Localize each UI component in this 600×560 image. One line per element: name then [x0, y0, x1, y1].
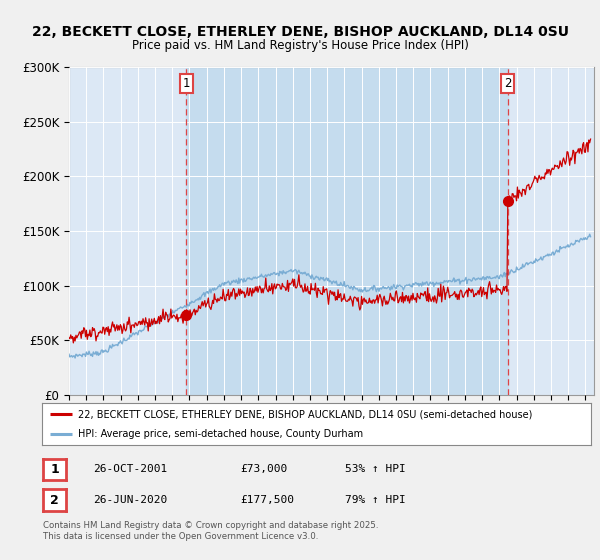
Text: 2: 2 [50, 493, 59, 507]
Text: Contains HM Land Registry data © Crown copyright and database right 2025.
This d: Contains HM Land Registry data © Crown c… [43, 521, 379, 540]
Text: 53% ↑ HPI: 53% ↑ HPI [345, 464, 406, 474]
Text: 22, BECKETT CLOSE, ETHERLEY DENE, BISHOP AUCKLAND, DL14 0SU: 22, BECKETT CLOSE, ETHERLEY DENE, BISHOP… [32, 26, 569, 39]
Text: £73,000: £73,000 [240, 464, 287, 474]
Text: £177,500: £177,500 [240, 494, 294, 505]
Text: 2: 2 [504, 77, 512, 90]
Text: HPI: Average price, semi-detached house, County Durham: HPI: Average price, semi-detached house,… [77, 429, 363, 438]
Text: Price paid vs. HM Land Registry's House Price Index (HPI): Price paid vs. HM Land Registry's House … [131, 39, 469, 53]
Bar [187, 67, 508, 395]
Text: 26-JUN-2020: 26-JUN-2020 [93, 494, 167, 505]
Text: 22, BECKETT CLOSE, ETHERLEY DENE, BISHOP AUCKLAND, DL14 0SU (semi-detached house: 22, BECKETT CLOSE, ETHERLEY DENE, BISHOP… [77, 409, 532, 419]
Text: 26-OCT-2001: 26-OCT-2001 [93, 464, 167, 474]
Text: 1: 1 [182, 77, 190, 90]
Text: 1: 1 [50, 463, 59, 476]
Text: 79% ↑ HPI: 79% ↑ HPI [345, 494, 406, 505]
